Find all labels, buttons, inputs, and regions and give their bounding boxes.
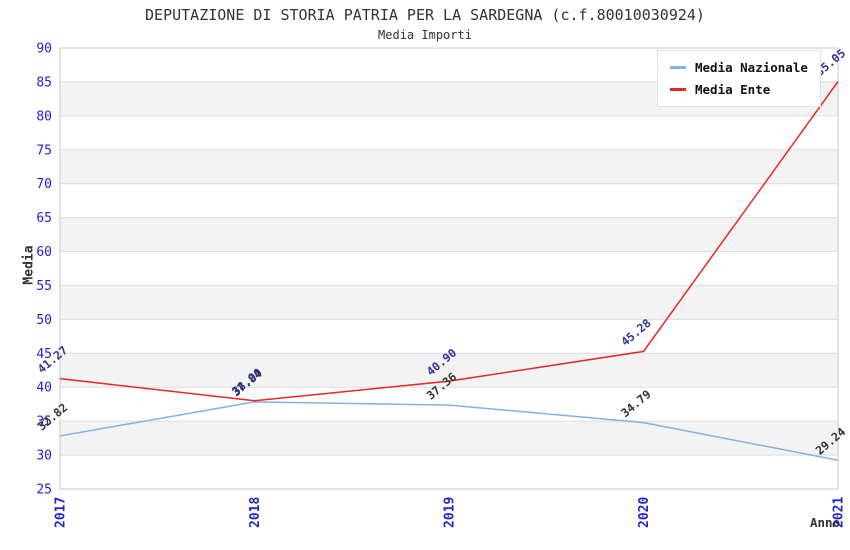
- y-tick-label: 75: [36, 143, 52, 158]
- x-tick-label: 2020: [637, 497, 652, 528]
- x-tick-label: 2017: [54, 497, 69, 528]
- legend-item-media-ente: Media Ente: [670, 82, 808, 97]
- legend-swatch-media-ente: [670, 88, 686, 91]
- y-tick-label: 55: [36, 279, 52, 294]
- plot-band: [60, 421, 838, 456]
- y-tick-label: 85: [36, 75, 52, 90]
- y-tick-label: 65: [36, 211, 52, 226]
- y-tick-label: 50: [36, 313, 52, 328]
- x-tick-label: 2021: [832, 497, 847, 528]
- series-line-media-nazionale: [59, 401, 839, 461]
- plot-band: [60, 285, 838, 320]
- plot-band: [60, 455, 838, 489]
- y-tick-label: 70: [36, 177, 52, 192]
- y-tick-label: 60: [36, 245, 52, 260]
- plot-band: [60, 149, 838, 184]
- plot-border: [59, 47, 839, 490]
- legend-label-media-ente: Media Ente: [695, 82, 771, 97]
- plot-band: [60, 183, 838, 218]
- chart-subtitle: Media Importi: [378, 28, 472, 42]
- y-axis-title: Media: [21, 245, 37, 285]
- x-tick-label: 2019: [443, 497, 458, 528]
- y-tick-label: 35: [36, 415, 52, 430]
- plot-band: [60, 319, 838, 354]
- y-tick-label: 80: [36, 109, 52, 124]
- legend-label-media-nazionale: Media Nazionale: [695, 60, 808, 75]
- legend-item-media-nazionale: Media Nazionale: [670, 60, 808, 75]
- y-tick-label: 25: [36, 483, 52, 498]
- y-tick-label: 40: [36, 381, 52, 396]
- series-line-media-ente: [59, 81, 839, 402]
- y-tick-label: 30: [36, 449, 52, 464]
- plot-band: [60, 217, 838, 252]
- legend: Media Nazionale Media Ente: [657, 50, 821, 107]
- y-tick-label: 90: [36, 42, 52, 57]
- x-axis-title: Anno: [810, 515, 841, 530]
- plot-band: [60, 251, 838, 286]
- legend-swatch-media-nazionale: [670, 66, 686, 69]
- y-tick-label: 45: [36, 347, 52, 362]
- plot-band: [60, 115, 838, 150]
- chart-title: DEPUTAZIONE DI STORIA PATRIA PER LA SARD…: [145, 6, 705, 24]
- x-tick-label: 2018: [248, 497, 263, 528]
